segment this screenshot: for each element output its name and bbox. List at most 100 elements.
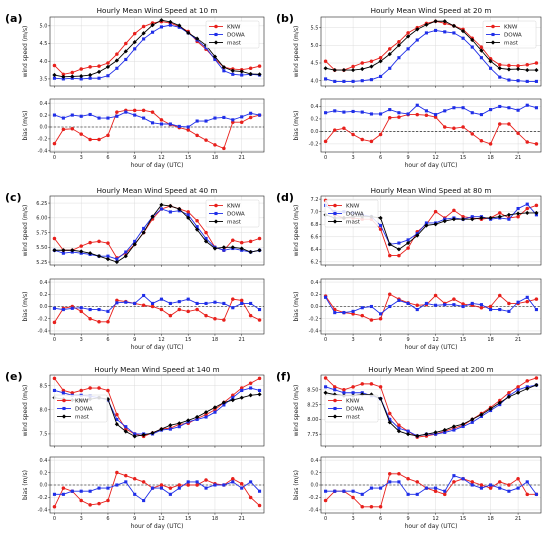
panel-0-bottom-point-knw — [150, 110, 155, 114]
panel-2-bottom-point-knw — [239, 298, 244, 303]
panel-2-bottom-point-knw — [79, 309, 83, 314]
panel-3-top-ytick-label: 6.2 — [310, 260, 318, 266]
panel-1-top-point-knw — [516, 64, 520, 68]
panel-3-top-point-dowa — [516, 206, 520, 211]
panel-3-top-point-dowa — [424, 221, 428, 225]
panel-5-bottom-point-dowa — [397, 480, 401, 484]
panel-1-xtick-label: 6 — [379, 155, 382, 161]
panel-1-bottom-point-dowa — [415, 103, 419, 107]
panel-1-top-point-dowa — [360, 79, 364, 83]
panel-1-bottom-point-dowa — [470, 111, 474, 115]
panel-1-bottom-point-knw — [397, 115, 401, 119]
panel-0-bottom-point-dowa — [133, 113, 137, 117]
panel-0-top-point-knw — [248, 66, 253, 71]
panel-4-top-point-dowa — [257, 388, 262, 393]
panel-1-top-point-dowa — [516, 79, 520, 83]
panel-0-top-point-mast — [79, 73, 84, 79]
panel-2-bottom-point-dowa — [159, 297, 164, 301]
panel-0-bottom-frame — [49, 98, 265, 153]
panel-0-top-point-dowa — [133, 47, 137, 51]
panel-1-letter: (b) — [276, 12, 294, 25]
panel-2-top-point-mast — [257, 248, 262, 253]
panel-2-top-point-dowa — [204, 236, 208, 241]
panel-4-bottom-point-knw — [231, 477, 235, 481]
panel-2-top-point-dowa — [186, 213, 190, 217]
panel-0-bottom-point-dowa — [106, 116, 110, 120]
panel-1-top-point-dowa — [342, 79, 346, 83]
panel-4-legend-marker-mast — [61, 414, 67, 419]
panel-2-bottom-point-dowa — [124, 300, 128, 304]
panel-4-bottom-point-knw — [204, 478, 208, 482]
panel-3-xtick-label: 21 — [515, 337, 521, 343]
panel-5-bottom-ytick-label: 0.4 — [310, 458, 318, 464]
panel-5-bottom-point-knw — [351, 495, 355, 500]
panel-0-top-ytick-label: 4.0 — [39, 59, 47, 65]
panel-5-legend-label-dowa: DOWA — [346, 407, 364, 413]
panel-1-top-ytick-label: 4.0 — [310, 78, 318, 84]
panel-1-bottom-point-knw — [488, 142, 493, 146]
panel-5-top-point-mast — [506, 394, 512, 399]
panel-3-legend-label-dowa: DOWA — [346, 212, 364, 218]
panel-5-bottom-axes: -0.4 -0.2 0.0 0.2 0.4 0 3 6 9 12 15 18 21 bias (m/s) h… — [293, 456, 542, 530]
panel-2-top-point-dowa — [195, 225, 199, 229]
panel-0-top-point-mast — [212, 54, 218, 59]
panel-2-bottom-point-knw — [204, 313, 208, 318]
panel-0-bottom-point-dowa — [61, 116, 65, 120]
panel-5-top-point-dowa — [461, 424, 465, 429]
panel-5-bottom-point-dowa — [415, 492, 419, 496]
panel-0-xtick-label: 12 — [158, 155, 164, 161]
panel-1-bottom-point-dowa — [534, 106, 538, 110]
panel-2-top-point-dowa — [142, 226, 146, 230]
panel-1-top-point-mast — [470, 37, 475, 43]
panel-2-bottom-point-knw — [97, 320, 101, 324]
panel-4-top-point-dowa — [249, 386, 253, 390]
panel-1-top-point-mast — [506, 67, 512, 72]
panel-4-top-point-mast — [212, 405, 218, 410]
panel-5-top-point-mast — [405, 432, 411, 437]
panel-4-top-point-mast — [248, 393, 253, 398]
panel-2-bottom-point-dowa — [133, 301, 137, 305]
panel-2-xtick-label: 18 — [212, 337, 218, 343]
panel-3-top-point-mast — [534, 210, 539, 216]
panel-4-bottom-ytick-label: 0.0 — [39, 483, 47, 489]
panel-2-bottom-axes: -0.4 -0.2 0.0 0.2 0.4 0 3 6 9 12 15 18 21 bias (m/s) h… — [22, 278, 265, 351]
panel-0-top-point-dowa — [150, 30, 155, 34]
panel-4-bottom-point-knw — [195, 483, 199, 487]
panel-4-bottom-line-knw — [54, 471, 260, 507]
panel-0-bottom-point-dowa — [240, 115, 244, 119]
panel-3-top-point-dowa — [406, 238, 410, 242]
panel-1-bottom-point-knw — [388, 115, 392, 120]
panel-3-bottom-point-dowa — [470, 301, 474, 305]
panel-3-top-point-dowa — [397, 241, 401, 245]
panel-1-top-point-mast — [488, 59, 493, 64]
panel-2-top-point-dowa — [61, 251, 65, 255]
panel-3-legend-marker-mast — [332, 219, 338, 224]
panel-2-top-frame — [49, 195, 265, 266]
panel-5-bottom-point-knw — [452, 480, 456, 484]
panel-2-bottom-line-knw — [54, 298, 260, 323]
panel-2-xtick-label: 12 — [158, 337, 164, 343]
panel-4-bottom-point-dowa — [177, 486, 181, 490]
panel-4-bottom-point-dowa — [231, 480, 235, 484]
panel-0-bottom-point-dowa — [70, 113, 74, 117]
panel-1-top-point-mast — [424, 22, 429, 27]
panel-1-top-point-mast — [415, 27, 420, 32]
panel-1-top-point-knw — [323, 59, 328, 63]
panel-0-bottom-point-dowa — [222, 115, 226, 120]
panel-5-top-point-dowa — [443, 430, 447, 434]
panel-2-top-ytick-label: 5.75 — [36, 230, 47, 236]
panel-0-top-point-knw — [79, 67, 83, 71]
panel-4-xtick-label: 15 — [185, 516, 191, 522]
panel-1-bottom-point-dowa — [388, 108, 392, 112]
panel-0-top-point-mast — [52, 72, 57, 78]
panel-4-xtick-label: 12 — [158, 516, 164, 522]
panel-4-bottom-point-dowa — [106, 486, 110, 490]
panel-1-bottom-point-dowa — [434, 113, 438, 117]
panel-0-bottom-point-dowa — [204, 119, 208, 123]
panel-3-bottom-point-dowa — [333, 311, 337, 315]
panel-4-top-ytick-label: 8.0 — [39, 407, 47, 413]
panel-0-bottom-point-knw — [222, 146, 226, 151]
panel-4-bottom-point-dowa — [159, 486, 164, 490]
panel-4-top-point-knw — [257, 376, 262, 381]
